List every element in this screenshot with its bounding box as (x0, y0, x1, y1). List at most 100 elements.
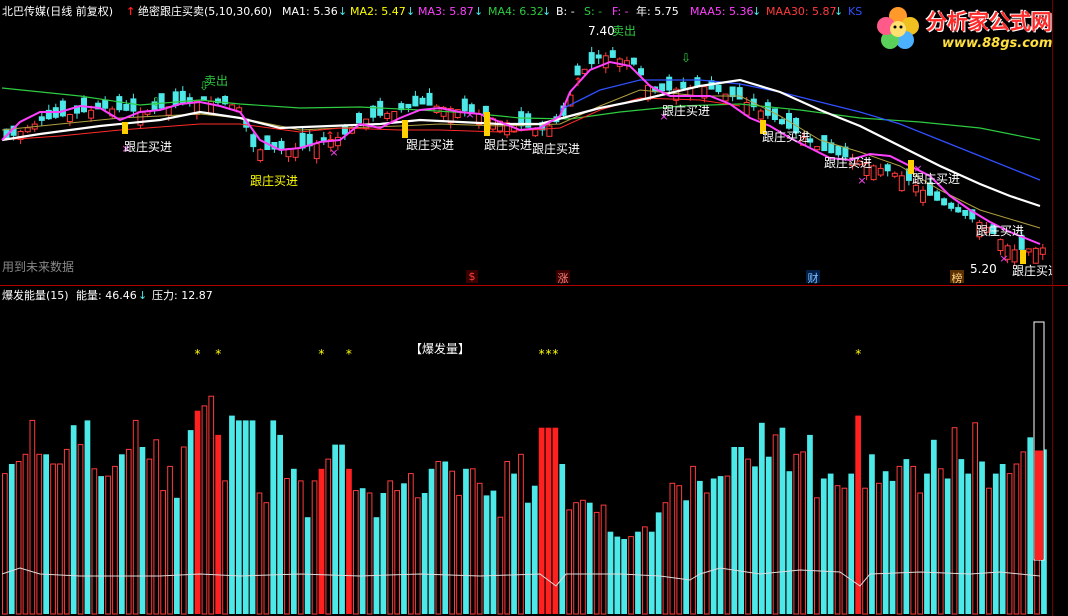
energy-bar (759, 422, 765, 614)
candle-body (835, 145, 842, 156)
energy-bar (738, 447, 744, 614)
down-arrow-icon: ↓ (752, 5, 762, 18)
candle-body (95, 102, 102, 110)
event-marker[interactable]: 涨 (556, 270, 570, 285)
energy-formula-title[interactable]: 爆发能量(15) (2, 289, 69, 302)
energy-bar (98, 476, 104, 614)
energy-bar (999, 464, 1006, 614)
formula-title[interactable]: 绝密跟庄买卖(5,10,30,60) (138, 5, 273, 18)
candle-body (370, 105, 377, 118)
energy-bar (160, 490, 167, 615)
energy-bar (119, 454, 125, 614)
buy-signal-bar (122, 122, 128, 134)
candle-body (525, 113, 532, 128)
candle-body (518, 111, 525, 127)
candle-body (659, 83, 666, 92)
buy-follow-label: 跟庄买进 (124, 140, 173, 154)
sell-signal: 卖出 (204, 74, 229, 88)
sell-arrow-icon: ⇩ (199, 79, 209, 93)
energy-bar (43, 454, 49, 614)
energy-bar (208, 395, 215, 615)
energy-bar (800, 451, 806, 615)
energy-bar (779, 427, 786, 614)
candle-body (722, 93, 729, 102)
energy-bar (600, 504, 607, 615)
energy-bar (222, 480, 228, 615)
energy-bar (876, 482, 882, 615)
candle-body (454, 109, 461, 118)
candle-body (405, 103, 412, 109)
price-chart-panel[interactable]: × × × × × × × ⇩ ⇩ ⇩ ↑ ↑ (0, 0, 1068, 286)
energy-bar (77, 444, 84, 615)
energy-bar (325, 458, 332, 615)
energy-bar (862, 487, 868, 615)
candle-body (779, 119, 785, 125)
energy-bar (174, 497, 180, 614)
candle-body (1025, 248, 1032, 253)
energy-bar (621, 539, 627, 614)
energy-bar (518, 453, 524, 615)
energy-bar (931, 439, 937, 614)
energy-bar (924, 473, 930, 614)
candle-body (278, 140, 285, 150)
sell-arrow-icon: ⇩ (151, 95, 161, 109)
energy-bar (1013, 463, 1020, 615)
event-marker[interactable]: $ (466, 270, 478, 283)
candle-body (891, 172, 898, 177)
candle-body (257, 149, 264, 162)
sell-x-marker: × (329, 146, 338, 159)
energy-bar (29, 419, 36, 615)
burst-star-marker: * (552, 347, 558, 361)
candle-body (581, 68, 588, 75)
event-marker[interactable]: 榜 (950, 270, 964, 285)
candle-body (38, 116, 45, 121)
energy-bar (917, 492, 923, 615)
energy-bar (394, 490, 400, 615)
buy-signal-bar (908, 160, 914, 174)
energy-bar (408, 473, 414, 615)
energy-gauge (1033, 321, 1045, 561)
burst-star-marker: * (539, 347, 545, 361)
event-marker[interactable]: 财 (806, 270, 820, 285)
down-arrow-icon: ↓ (138, 289, 148, 302)
energy-bar (414, 497, 421, 615)
energy-bar-series (2, 395, 1047, 615)
candle-body (172, 91, 179, 106)
candle-body (962, 210, 969, 216)
candle-body (870, 165, 877, 181)
burst-energy-bar (552, 427, 559, 614)
candle-body (729, 86, 736, 98)
down-arrow-icon: ↓ (542, 5, 552, 18)
energy-bar (690, 465, 696, 615)
candle-body (250, 134, 257, 148)
energy-bar (635, 531, 641, 614)
burst-energy-bar (538, 427, 545, 614)
energy-bar (648, 531, 655, 614)
candle-body (461, 98, 468, 112)
energy-bar (132, 419, 139, 615)
stock-title: 北巴传媒(日线 前复权) (2, 5, 114, 18)
energy-bar (889, 480, 896, 614)
energy-bar (662, 502, 669, 615)
energy-bar (958, 459, 965, 614)
candle-body (412, 95, 419, 107)
energy-bar (814, 497, 820, 615)
energy-bar (676, 485, 683, 615)
energy-bar (772, 434, 779, 615)
energy-bar (125, 448, 132, 615)
f-value: F: - (612, 5, 629, 18)
energy-bar (297, 480, 304, 615)
sell-x-marker: × (465, 108, 474, 121)
logo-text: 分析家公式网 (926, 10, 1052, 34)
energy-bar (263, 502, 270, 615)
energy-bar (793, 453, 800, 615)
energy-bar (710, 478, 717, 614)
candle-body (222, 96, 229, 105)
energy-chart-panel[interactable]: * * * * * * * * (0, 286, 1068, 616)
sell-x-marker: × (857, 174, 866, 187)
candle-body (327, 139, 334, 148)
energy-bar (8, 464, 15, 614)
burst-energy-bar (215, 434, 221, 614)
energy-bar (249, 420, 256, 614)
candle-body (912, 184, 919, 193)
